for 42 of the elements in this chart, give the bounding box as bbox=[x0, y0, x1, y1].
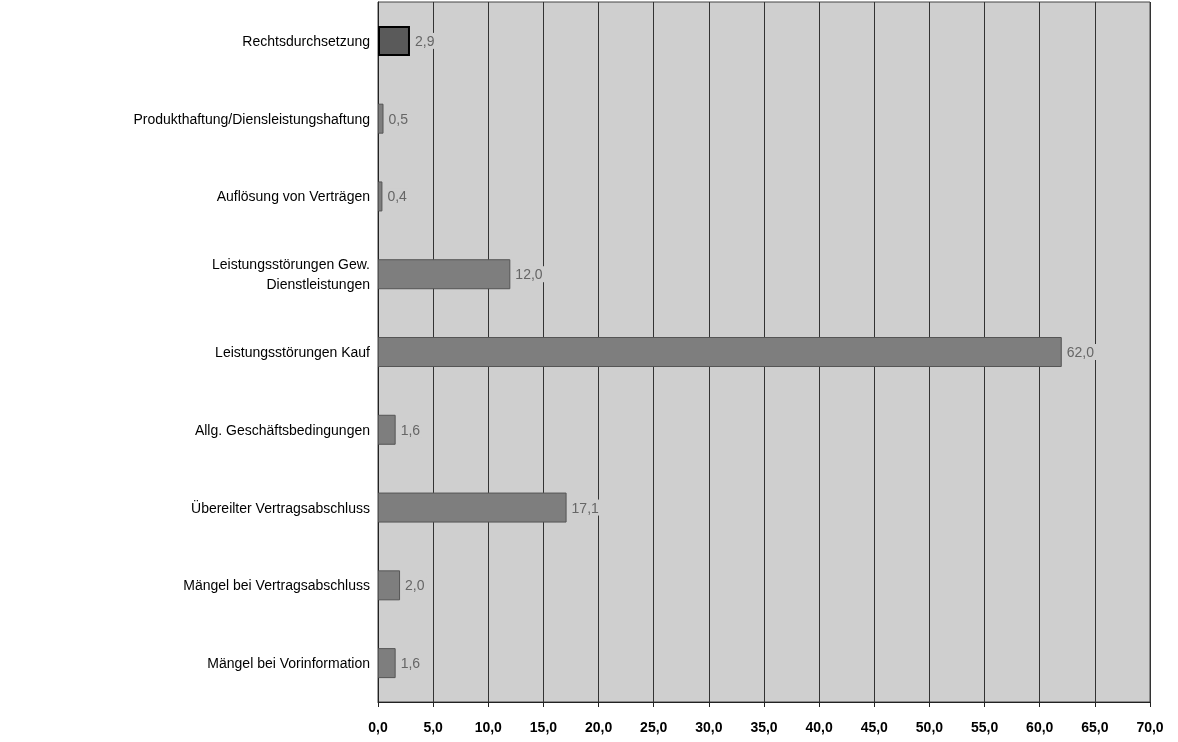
x-tick-label: 65,0 bbox=[1081, 719, 1109, 735]
bar bbox=[378, 103, 384, 134]
x-tick-label: 30,0 bbox=[695, 719, 723, 735]
data-label: 12,0 bbox=[515, 266, 543, 283]
x-tick-label: 10,0 bbox=[474, 719, 503, 735]
data-label: 1,6 bbox=[400, 655, 421, 672]
y-tick-label: Allg. Geschäftsbedingungen bbox=[194, 421, 370, 438]
y-tick-label: Rechtsdurchsetzung bbox=[242, 32, 370, 49]
y-tick-label: Produkthaftung/Diensleistungshaftung bbox=[133, 110, 370, 127]
x-tick-label: 40,0 bbox=[805, 719, 833, 735]
x-tick-label: 45,0 bbox=[860, 719, 889, 735]
bar bbox=[378, 414, 396, 445]
y-tick-label: Mängel bei Vorinformation bbox=[207, 655, 370, 672]
data-label: 17,1 bbox=[571, 499, 600, 516]
y-tick-label: Mängel bei Vertragsabschluss bbox=[183, 577, 370, 594]
bar bbox=[378, 259, 511, 290]
x-tick-label: 20,0 bbox=[584, 719, 613, 735]
y-tick-label: Übereilter Vertragsabschluss bbox=[191, 498, 370, 516]
data-label: 2,0 bbox=[405, 577, 425, 594]
data-label: 1,6 bbox=[400, 421, 421, 438]
y-tick-label: Auflösung von Verträgen bbox=[216, 188, 370, 205]
bar bbox=[378, 337, 1062, 367]
x-tick-label: 70,0 bbox=[1136, 719, 1164, 735]
data-label: 0,5 bbox=[388, 110, 409, 127]
x-tick-label: 55,0 bbox=[970, 719, 999, 735]
x-tick-label: 0,0 bbox=[368, 719, 388, 735]
x-tick-label: 25,0 bbox=[640, 719, 668, 735]
data-label: 0,4 bbox=[387, 188, 408, 205]
y-tick-label: Leistungsstörungen Kauf bbox=[215, 344, 371, 360]
x-tick-label: 60,0 bbox=[1026, 719, 1054, 735]
y-tick-label: Leistungsstörungen Gew. Dienstleistungen bbox=[212, 256, 370, 293]
bar bbox=[378, 181, 383, 212]
data-label: 62,0 bbox=[1066, 344, 1095, 360]
bar bbox=[378, 492, 567, 523]
x-tick-label: 15,0 bbox=[529, 719, 558, 735]
x-tick-label: 5,0 bbox=[423, 719, 444, 735]
bar bbox=[378, 25, 410, 56]
x-tick-label: 35,0 bbox=[750, 719, 778, 735]
bar bbox=[378, 570, 401, 601]
bar bbox=[378, 648, 396, 679]
x-tick-label: 50,0 bbox=[915, 719, 944, 735]
data-label: 2,9 bbox=[414, 32, 435, 49]
